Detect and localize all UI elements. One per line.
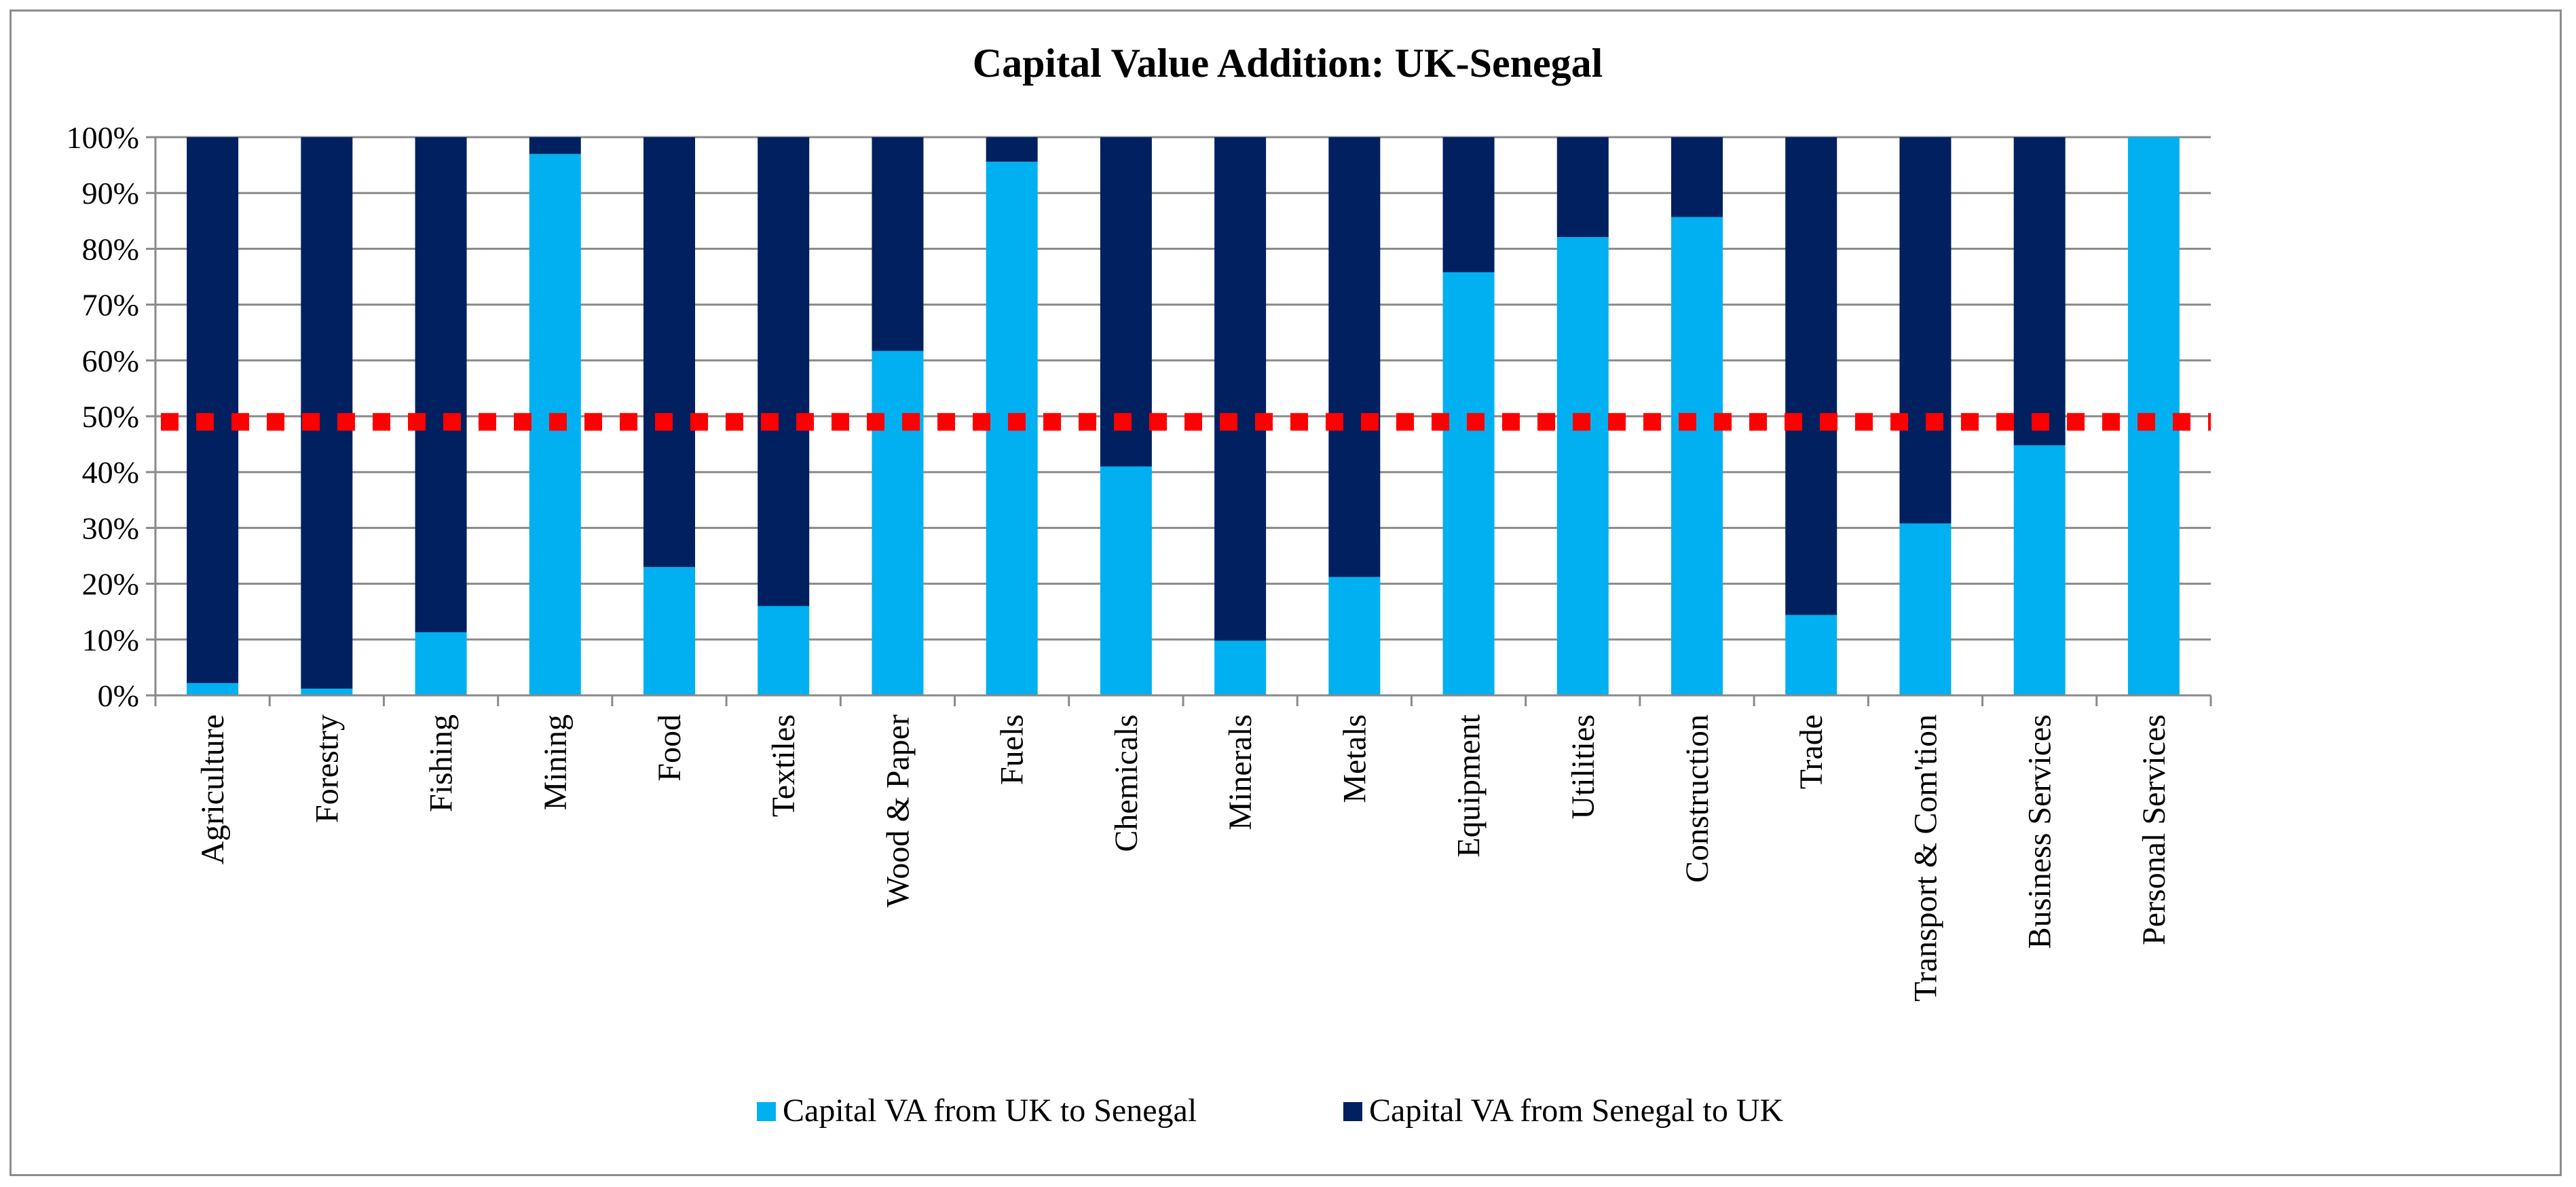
x-tick-label: Trade bbox=[1793, 714, 1829, 789]
y-tick-label: 80% bbox=[82, 232, 139, 266]
bar-uk-to-senegal bbox=[2013, 445, 2066, 695]
x-tick-label: Minerals bbox=[1222, 714, 1258, 830]
bar-uk-to-senegal bbox=[415, 632, 467, 695]
bar-uk-to-senegal bbox=[758, 606, 810, 695]
legend-label: Capital VA from UK to Senegal bbox=[783, 1093, 1197, 1129]
bar-uk-to-senegal bbox=[301, 689, 353, 695]
y-tick-label: 40% bbox=[82, 455, 139, 490]
bar-senegal-to-uk bbox=[1100, 137, 1152, 467]
bar-uk-to-senegal bbox=[1556, 237, 1609, 695]
y-tick-label: 30% bbox=[82, 511, 139, 545]
bar-uk-to-senegal bbox=[1214, 640, 1267, 695]
bar-senegal-to-uk bbox=[1556, 137, 1609, 238]
bar-senegal-to-uk bbox=[1671, 137, 1723, 217]
y-tick-label: 60% bbox=[82, 344, 139, 378]
bar-senegal-to-uk bbox=[758, 137, 810, 606]
x-tick-label: Wood & Paper bbox=[880, 714, 916, 907]
legend-swatch bbox=[757, 1102, 776, 1121]
x-tick-label: Food bbox=[652, 714, 688, 782]
chart-title: Capital Value Addition: UK-Senegal bbox=[973, 41, 1603, 86]
x-tick-label: Construction bbox=[1679, 714, 1715, 883]
bar-senegal-to-uk bbox=[986, 137, 1038, 162]
y-tick-label: 70% bbox=[82, 288, 139, 323]
bar-senegal-to-uk bbox=[2013, 137, 2066, 445]
bar-uk-to-senegal bbox=[872, 350, 924, 695]
x-tick-label: Forestry bbox=[309, 714, 345, 823]
bar-uk-to-senegal bbox=[1442, 272, 1495, 695]
bar-senegal-to-uk bbox=[1899, 137, 1952, 524]
bar-senegal-to-uk bbox=[1214, 137, 1267, 641]
x-tick-label: Fishing bbox=[424, 714, 460, 812]
x-tick-label: Fuels bbox=[994, 714, 1030, 785]
axis-labels: 0% 10% 20% 30% 40% 50% 60% 70% 80% 90% 100% Agricul… bbox=[67, 120, 2172, 1002]
bar-senegal-to-uk bbox=[872, 137, 924, 351]
x-tick-label: Transport & Com'tion bbox=[1907, 714, 1943, 1002]
bar-uk-to-senegal bbox=[187, 682, 239, 695]
y-tick-label: 20% bbox=[82, 567, 139, 602]
bar-uk-to-senegal bbox=[1671, 217, 1723, 695]
x-tick-label: Business Services bbox=[2022, 714, 2058, 949]
bar-senegal-to-uk bbox=[415, 137, 467, 633]
legend-label: Capital VA from Senegal to UK bbox=[1369, 1093, 1784, 1129]
bar-uk-to-senegal bbox=[1100, 466, 1152, 695]
bar-senegal-to-uk bbox=[1442, 137, 1495, 272]
x-tick-label: Utilities bbox=[1565, 714, 1601, 820]
bar-uk-to-senegal bbox=[1328, 577, 1381, 695]
chart-frame: Capital Value Addition: UK-Senegal 0% 10%… bbox=[10, 10, 2562, 1176]
legend-swatch bbox=[1343, 1102, 1362, 1121]
x-tick-label: Metals bbox=[1337, 714, 1373, 803]
y-tick-label: 90% bbox=[82, 176, 139, 211]
x-tick-label: Personal Services bbox=[2136, 714, 2172, 945]
x-tick-label: Equipment bbox=[1451, 714, 1487, 857]
bar-uk-to-senegal bbox=[1899, 523, 1952, 695]
bar-senegal-to-uk bbox=[187, 137, 239, 683]
x-tick-label: Agriculture bbox=[195, 714, 231, 864]
y-tick-label: 100% bbox=[67, 120, 139, 155]
bar-uk-to-senegal bbox=[1785, 615, 1837, 695]
y-tick-label: 50% bbox=[82, 399, 139, 434]
grid-lines bbox=[155, 136, 2211, 697]
bar-senegal-to-uk bbox=[1785, 137, 1837, 615]
x-tick-label: Textiles bbox=[766, 714, 802, 817]
chart-svg: Capital Value Addition: UK-Senegal 0% 10%… bbox=[67, 41, 2212, 1129]
bar-senegal-to-uk bbox=[301, 137, 353, 689]
bar-senegal-to-uk bbox=[643, 137, 695, 567]
axes bbox=[146, 136, 2212, 706]
bar-uk-to-senegal bbox=[643, 566, 695, 695]
y-tick-label: 0% bbox=[98, 678, 139, 713]
bar-senegal-to-uk bbox=[529, 137, 581, 154]
bar-senegal-to-uk bbox=[1328, 137, 1381, 577]
y-tick-label: 10% bbox=[82, 623, 139, 657]
x-tick-label: Mining bbox=[538, 714, 574, 810]
x-tick-label: Chemicals bbox=[1108, 714, 1144, 852]
legend: Capital VA from UK to Senegal Capital VA … bbox=[757, 1093, 1784, 1129]
